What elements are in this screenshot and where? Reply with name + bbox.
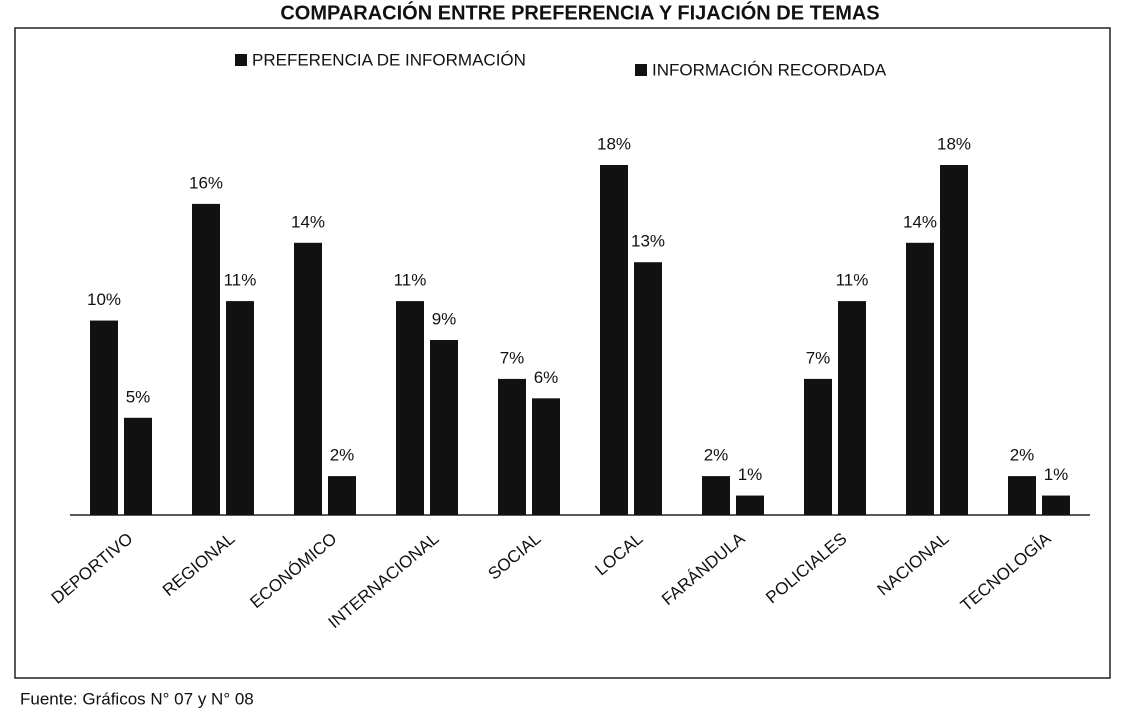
x-tick-label: SOCIAL [484,529,544,584]
value-label: 14% [291,212,325,231]
legend-swatch [235,54,247,66]
chart-title: COMPARACIÓN ENTRE PREFERENCIA Y FIJACIÓN… [280,0,879,24]
bar [1042,495,1070,515]
bar [838,301,866,515]
value-label: 1% [738,465,763,484]
value-label: 2% [1010,446,1035,465]
bar [1008,476,1036,515]
bar [600,165,628,515]
bar [192,203,220,515]
value-label: 18% [597,134,631,153]
bar [906,242,934,515]
bar [226,301,254,515]
chart-frame [14,27,1111,679]
value-label: 13% [631,232,665,251]
x-tick-label: FARÁNDULA [658,529,749,610]
bar [124,417,152,515]
bar [396,301,424,515]
bar [532,398,560,515]
x-tick-label: POLICIALES [762,529,850,607]
value-label: 5% [126,387,151,406]
value-label: 7% [500,348,525,367]
value-label: 10% [87,290,121,309]
x-tick-label: INTERNACIONAL [325,529,443,632]
bar [804,378,832,515]
value-label: 9% [432,309,457,328]
value-label: 7% [806,348,831,367]
value-label: 16% [189,173,223,192]
bar [328,476,356,515]
x-tick-label: ECONÓMICO [246,529,340,612]
value-label: 11% [836,271,869,290]
bar [294,242,322,515]
x-tick-label: REGIONAL [159,529,239,600]
x-tick-label: NACIONAL [874,529,953,599]
bar [430,340,458,515]
x-tick-label: LOCAL [592,529,647,579]
bar [90,320,118,515]
legend-swatch [635,64,647,76]
source-note: Fuente: Gráficos N° 07 y N° 08 [20,689,254,708]
bar [702,476,730,515]
x-tick-label: DEPORTIVO [48,529,137,608]
x-tick-label: TECNOLOGÍA [957,529,1055,616]
value-label: 18% [937,134,971,153]
bar [634,262,662,515]
value-label: 6% [534,368,559,387]
value-label: 1% [1044,465,1069,484]
bar [940,165,968,515]
value-label: 11% [224,271,257,290]
value-label: 2% [330,446,355,465]
bar [498,378,526,515]
legend-label: INFORMACIÓN RECORDADA [652,60,887,79]
value-label: 2% [704,446,729,465]
value-label: 14% [903,212,937,231]
bar [736,495,764,515]
legend-label: PREFERENCIA DE INFORMACIÓN [252,50,526,69]
value-label: 11% [394,271,427,290]
